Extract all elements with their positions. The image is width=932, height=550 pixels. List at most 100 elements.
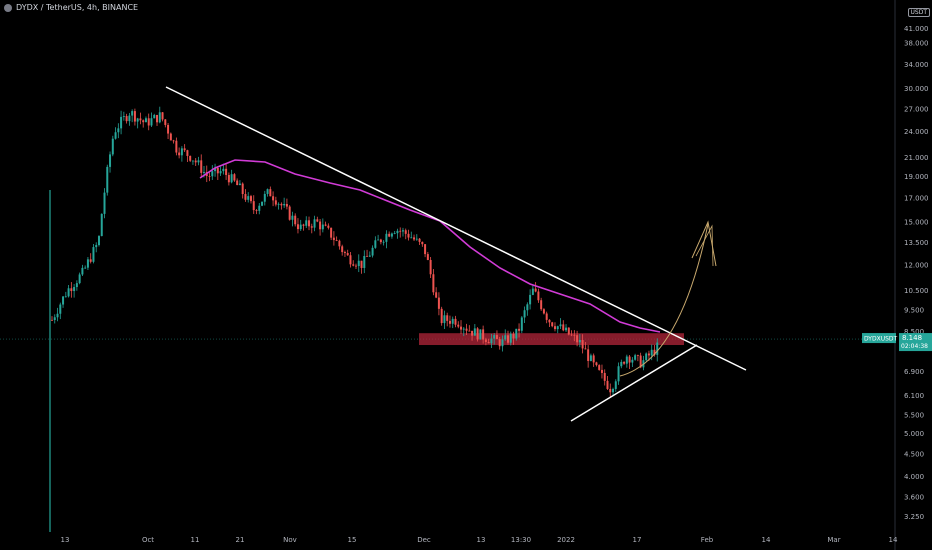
candle-body: [656, 342, 659, 355]
price-zone[interactable]: [419, 333, 684, 346]
candle-body: [446, 315, 449, 321]
candle-body: [484, 339, 487, 342]
x-tick-label: Dec: [417, 536, 431, 544]
candle-body: [600, 369, 603, 373]
candle-body: [526, 304, 529, 311]
candle-body: [341, 246, 344, 253]
candle-body: [578, 340, 581, 343]
candle-body: [426, 254, 429, 260]
candle-body: [62, 296, 65, 305]
candle-body: [133, 111, 136, 122]
candle-body: [553, 326, 556, 330]
moving-average-line[interactable]: [199, 159, 661, 333]
candle-body: [401, 230, 404, 232]
candle-body: [349, 255, 352, 265]
y-tick-label: 27.000: [904, 105, 929, 113]
candle-body: [142, 120, 145, 123]
currency-badge[interactable]: USDT: [907, 8, 930, 17]
candle-body: [236, 180, 239, 186]
candle-body: [64, 296, 67, 298]
candle-body: [203, 171, 205, 173]
candle-body: [147, 118, 150, 126]
candle-body: [106, 166, 109, 193]
candle-body: [520, 317, 523, 331]
last-price-badge-bg: [899, 333, 932, 352]
candle-body: [261, 201, 264, 206]
candle-body: [490, 338, 493, 344]
candle-body: [197, 160, 200, 163]
candle-body: [482, 329, 485, 340]
x-tick-label: 14: [762, 536, 771, 544]
candle-body: [473, 328, 476, 336]
candle-body: [595, 362, 598, 366]
candle-body: [233, 174, 236, 181]
candle-body: [531, 288, 534, 295]
candle-body: [277, 203, 280, 205]
candle-body: [244, 194, 247, 200]
y-tick-label: 30.000: [904, 85, 929, 93]
candle-body: [266, 189, 269, 194]
candle-body: [625, 356, 628, 364]
candle-body: [136, 118, 139, 122]
candle-body: [175, 140, 178, 153]
y-tick-label: 6.900: [904, 368, 924, 376]
candle-body: [645, 353, 648, 361]
candle-body: [542, 309, 545, 314]
candle-body: [84, 267, 87, 269]
projection-arrow[interactable]: [619, 223, 709, 377]
candle-body: [440, 308, 443, 324]
descending-trendline[interactable]: [165, 86, 747, 371]
candle-body: [208, 175, 211, 177]
candle-body: [612, 388, 615, 393]
candle-body: [576, 335, 579, 343]
candle-body: [647, 353, 650, 356]
y-tick-label: 12.000: [904, 262, 929, 270]
candle-body: [357, 260, 360, 267]
y-tick-label: 3.250: [904, 513, 924, 521]
candle-body: [308, 220, 311, 227]
candle-body: [487, 341, 490, 344]
candle-body: [429, 259, 432, 275]
candle-body: [321, 224, 324, 230]
candle-body: [194, 160, 197, 163]
candle-body: [545, 313, 548, 320]
x-tick-label: 2022: [557, 536, 575, 544]
candle-body: [454, 318, 457, 325]
candle-body: [249, 196, 252, 202]
candle-body: [114, 132, 117, 139]
candle-body: [451, 318, 454, 324]
symbol-tag-bg: [862, 333, 896, 344]
candle-body: [515, 328, 518, 339]
y-tick-label: 6.100: [904, 392, 924, 400]
candle-body: [241, 183, 244, 195]
candle-body: [393, 233, 396, 234]
chart-title: DYDX / TetherUS, 4h, BINANCE: [16, 3, 139, 12]
candle-body: [374, 240, 377, 248]
candle-body: [144, 118, 147, 123]
ascending-trendline[interactable]: [570, 344, 698, 422]
candle-body: [302, 224, 305, 226]
projection-arrowhead-inner: [695, 224, 714, 267]
candle-body: [225, 168, 228, 175]
candle-body: [169, 133, 172, 141]
candle-body: [443, 315, 446, 324]
candle-body: [501, 339, 504, 347]
candle-body: [598, 365, 601, 370]
candle-body: [493, 335, 496, 339]
candle-body: [332, 237, 335, 241]
x-tick-label: 11: [191, 536, 200, 544]
candle-body: [283, 203, 286, 206]
candle-body: [617, 366, 620, 382]
candle-body: [291, 215, 294, 220]
symbol-tag[interactable]: DYDXUSDT: [864, 336, 898, 343]
candle-body: [437, 297, 440, 309]
candle-body: [117, 128, 120, 133]
y-tick-label: 10.500: [904, 287, 929, 295]
candle-body: [73, 287, 76, 292]
y-tick-label: 19.000: [904, 173, 929, 181]
candle-body: [424, 244, 427, 255]
symbol-logo-icon: [4, 3, 12, 12]
candle-body: [504, 335, 507, 340]
candle-body: [465, 328, 468, 331]
